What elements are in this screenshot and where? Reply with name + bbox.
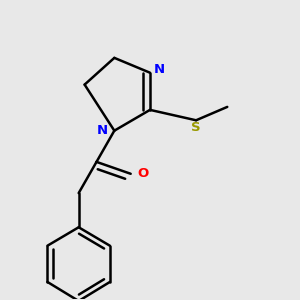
Text: O: O <box>137 167 148 180</box>
Text: S: S <box>191 121 201 134</box>
Text: N: N <box>97 124 108 137</box>
Text: N: N <box>153 63 164 76</box>
